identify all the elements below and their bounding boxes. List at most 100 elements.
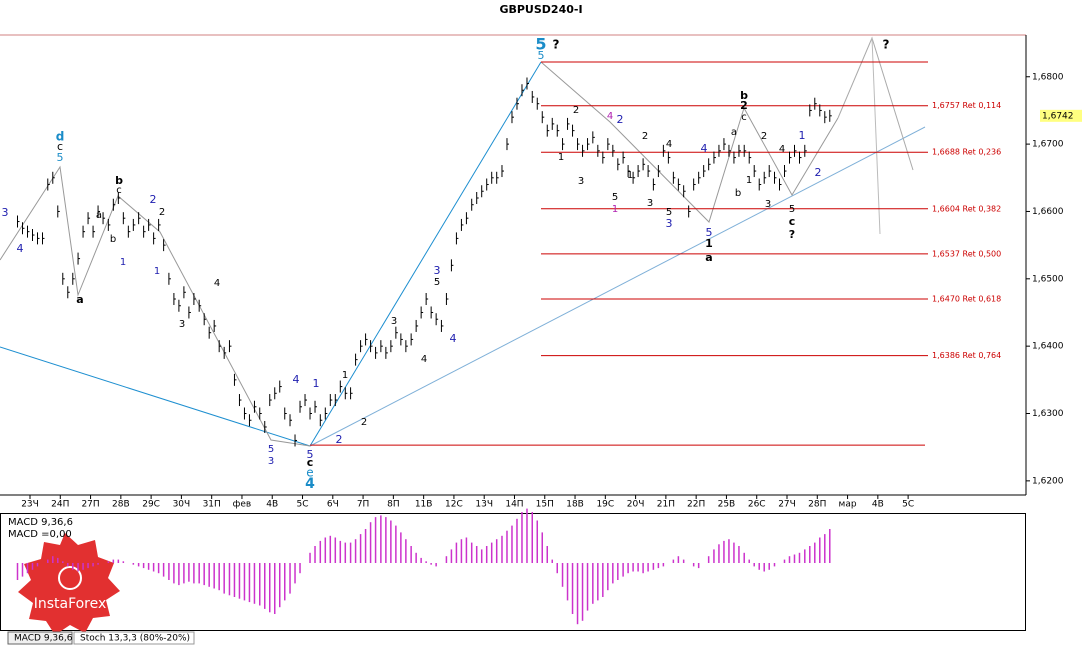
retracement-label: 1,6757 Ret 0,114	[932, 101, 1001, 110]
y-tick-label: 1,6400	[1032, 342, 1064, 352]
last-price-box	[1040, 109, 1082, 122]
wave-label: 1	[627, 170, 633, 181]
x-tick-label: 29С	[142, 500, 160, 510]
macd-panel	[0, 513, 1026, 631]
x-tick-label: 6Ч	[327, 500, 339, 510]
tab-label[interactable]: Stoch 13,3,3 (80%-20%)	[80, 634, 190, 644]
wave-label: a	[76, 293, 83, 306]
wave-label: 1	[746, 175, 752, 186]
x-tick-label: 5С	[902, 500, 914, 510]
x-tick-label: 15П	[536, 500, 554, 510]
wave-label: a	[705, 251, 712, 264]
wave-lines	[0, 36, 926, 447]
wave-line	[540, 61, 839, 223]
wave-label: 2	[573, 105, 579, 116]
x-tick-label: мар	[839, 500, 857, 510]
wave-label: 5	[789, 204, 795, 215]
x-tick-label: 5С	[297, 500, 309, 510]
wave-label: 3	[647, 198, 653, 209]
x-tick-label: 27Ч	[778, 500, 796, 510]
wave-label: 1	[154, 266, 160, 277]
wave-label: 5	[538, 49, 545, 62]
wave-label: 4	[305, 476, 315, 492]
wave-label: 5	[612, 192, 618, 203]
x-tick-label: 20Ч	[627, 500, 645, 510]
macd-value: MACD =0,00	[8, 529, 72, 540]
wave-label: b	[735, 188, 741, 199]
wave-label: e	[306, 466, 313, 480]
wave-label: c	[789, 215, 796, 228]
x-tick-label: 19С	[596, 500, 614, 510]
wave-label: 2	[336, 433, 343, 446]
x-tick-label: 30Ч	[173, 500, 191, 510]
wave-label: 1	[313, 377, 320, 390]
x-tick-label: 21П	[657, 500, 675, 510]
y-tick-label: 1,6600	[1032, 207, 1064, 217]
x-tick-label: фев	[233, 500, 252, 510]
x-tick-label: 12С	[445, 500, 463, 510]
x-tick-label: 24П	[51, 500, 69, 510]
x-tick-label: 7П	[357, 500, 370, 510]
wave-label: 5	[268, 444, 274, 455]
wave-label: 5	[666, 207, 672, 218]
y-tick-label: 1,6500	[1032, 274, 1064, 284]
wave-label: ?	[789, 228, 795, 241]
wave-label: 3	[666, 217, 673, 230]
wave-label: 3	[765, 199, 771, 210]
wave-label: 5	[706, 226, 713, 239]
x-tick-label: 31П	[203, 500, 221, 510]
wave-label: a	[731, 127, 737, 138]
tab[interactable]	[73, 631, 195, 645]
wave-label: 4	[293, 373, 300, 386]
x-tick-label: 4В	[872, 500, 884, 510]
tab[interactable]	[7, 631, 73, 645]
logo-text: InstaForex	[34, 596, 107, 612]
wave-label: 4	[421, 354, 427, 365]
forecast-line	[871, 37, 881, 235]
x-tick-label: 23Ч	[21, 500, 39, 510]
y-tick-label: 1,6800	[1032, 72, 1064, 82]
wave-label: 1	[612, 204, 618, 215]
wave-label: 4	[17, 242, 24, 255]
x-tick-label: 26С	[748, 500, 766, 510]
logo-icon	[58, 566, 82, 590]
wave-label: c	[741, 112, 747, 123]
chart-title: GBPUSD240-I	[499, 3, 582, 16]
wave-label: 4	[779, 144, 785, 155]
wave-label: 3	[2, 206, 9, 219]
tab-label[interactable]: MACD 9,36,6	[14, 634, 73, 644]
wave-label: a	[96, 210, 102, 221]
macd-label: MACD 9,36,6	[8, 517, 73, 528]
wave-label: 1	[120, 257, 126, 268]
wave-label: 5	[535, 35, 546, 54]
wave-label: ?	[553, 38, 560, 52]
wave-label: 2	[159, 207, 165, 218]
wave-label: c	[57, 140, 63, 153]
wave-label: 2	[815, 166, 822, 179]
wave-label: 4	[214, 278, 220, 289]
retracement-label: 1,6688 Ret 0,236	[932, 148, 1001, 157]
wave-label: 1	[342, 370, 348, 381]
x-tick-label: 28В	[112, 500, 130, 510]
y-tick-label: 1,6700	[1032, 140, 1064, 150]
wave-label: 2	[761, 131, 767, 142]
last-price-label: 1,6742	[1042, 111, 1074, 121]
logo-badge	[18, 533, 120, 635]
wave-label: 3	[268, 456, 274, 467]
x-tick-label: 4В	[266, 500, 278, 510]
wave-label: 2	[150, 193, 157, 206]
wave-label: 3	[391, 316, 397, 327]
logo: InstaForex	[18, 533, 120, 635]
retracement-label: 1,6386 Ret 0,764	[932, 351, 1001, 360]
wave-label: b	[115, 174, 123, 187]
wave-label: 1	[799, 129, 806, 142]
wave-label: 5	[57, 151, 64, 164]
x-tick-label: 11В	[415, 500, 433, 510]
wave-label: 4	[701, 142, 708, 155]
x-tick-label: 28П	[808, 500, 826, 510]
x-tick-label: 18В	[566, 500, 584, 510]
wave-label: 4	[450, 332, 457, 345]
wave-label: 5	[434, 277, 440, 288]
